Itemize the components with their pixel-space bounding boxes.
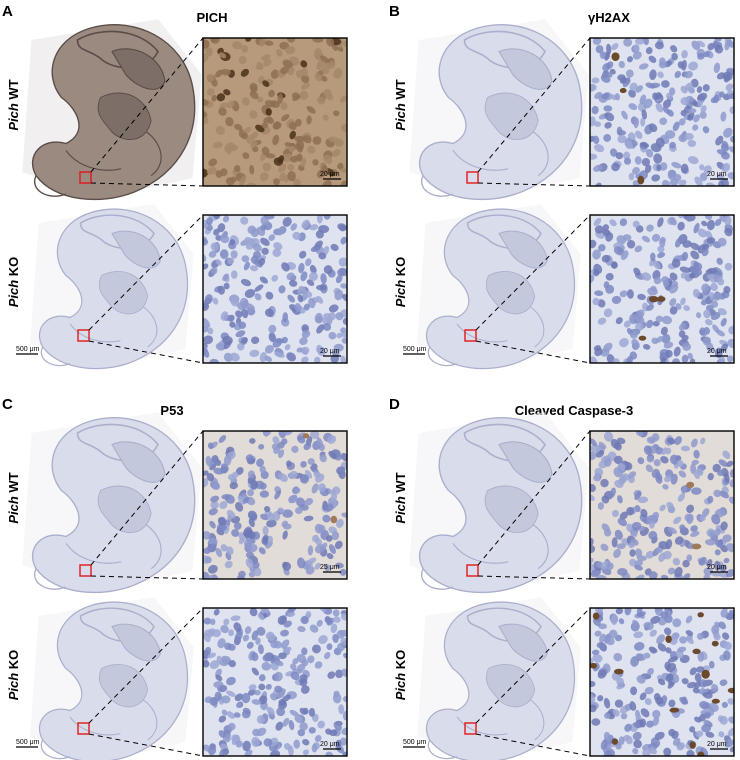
row-label: Pich KO [6, 650, 21, 701]
embryo-section [22, 412, 202, 594]
gene-name: Pich [6, 276, 21, 307]
microscopy-image [590, 215, 734, 363]
genotype: WT [393, 472, 408, 492]
microscopy-image [203, 431, 347, 579]
roi-box [79, 564, 92, 577]
microscopy-image [203, 38, 347, 186]
row-wt: Pich WT 20 μm [6, 19, 348, 201]
panel-title: γH2AX [588, 10, 630, 25]
zoom-connector [90, 37, 204, 173]
genotype: WT [6, 79, 21, 99]
embryo-section [22, 19, 202, 201]
scale-label: 20 μm [707, 348, 727, 355]
zoom-connector [477, 37, 591, 173]
zoom-connector [477, 430, 591, 566]
embryo-section [417, 597, 581, 760]
zoom-connector [88, 340, 204, 364]
embryo-scale-label: 500 μm [403, 346, 427, 353]
scale-label: 20 μm [320, 171, 340, 178]
panel-c: C P53 Pich WT 25 μm Pich KO 20 μm 500 μm [2, 396, 348, 760]
scale-label: 20 μm [707, 741, 727, 748]
gene-name: Pich [393, 100, 408, 131]
row-wt: Pich WT 20 μm [393, 412, 735, 594]
scale-label: 20 μm [320, 348, 340, 355]
roi-box [464, 329, 477, 342]
zoom-connector [88, 733, 204, 757]
scale-label: 20 μm [320, 741, 340, 748]
microscopy-image [590, 38, 734, 186]
panel-letter: B [389, 3, 400, 20]
embryo-scale-label: 500 μm [403, 739, 427, 746]
panel-letter: A [2, 3, 13, 20]
embryo-section [30, 597, 194, 760]
panel-letter: D [389, 396, 400, 413]
gene-name: Pich [6, 669, 21, 700]
genotype: WT [393, 79, 408, 99]
roi-box [77, 329, 90, 342]
genotype: KO [393, 257, 408, 277]
row-label: Pich WT [6, 472, 21, 523]
gene-name: Pich [6, 100, 21, 131]
genotype: KO [6, 257, 21, 277]
microscopy-image [590, 431, 734, 579]
embryo-scale-label: 500 μm [16, 346, 40, 353]
microscopy-image [203, 608, 347, 756]
row-label: Pich WT [393, 79, 408, 130]
scale-label: 20 μm [707, 171, 727, 178]
row-label: Pich KO [393, 650, 408, 701]
genotype: WT [6, 472, 21, 492]
roi-box [466, 171, 479, 184]
roi-box [464, 722, 477, 735]
row-wt: Pich WT 25 μm [6, 412, 348, 594]
zoom-connector [477, 575, 591, 580]
gene-name: Pich [393, 669, 408, 700]
gene-name: Pich [6, 493, 21, 524]
genotype: KO [6, 650, 21, 670]
roi-box [466, 564, 479, 577]
embryo-scale-label: 500 μm [16, 739, 40, 746]
microscopy-image [590, 608, 734, 756]
roi-box [79, 171, 92, 184]
row-ko: Pich KO 20 μm 500 μm [393, 204, 735, 370]
panel-a: A PICH Pich WT 20 μm Pich KO 20 μm 500 μm [2, 3, 348, 370]
scale-label: 25 μm [320, 564, 340, 571]
panel-title: P53 [160, 403, 183, 418]
zoom-connector [477, 182, 591, 187]
row-label: Pich WT [6, 79, 21, 130]
scale-label: 20 μm [707, 564, 727, 571]
zoom-connector [475, 340, 591, 364]
gene-name: Pich [393, 276, 408, 307]
embryo-section [409, 19, 589, 201]
embryo-section [417, 204, 581, 370]
roi-box [77, 722, 90, 735]
row-wt: Pich WT 20 μm [393, 19, 735, 201]
row-label: Pich KO [393, 257, 408, 308]
zoom-connector [90, 430, 204, 566]
zoom-connector [90, 575, 204, 580]
panel-title: PICH [196, 10, 227, 25]
row-ko: Pich KO 20 μm 500 μm [6, 204, 348, 370]
microscopy-image [203, 215, 347, 363]
embryo-section [30, 204, 194, 370]
row-label: Pich WT [393, 472, 408, 523]
row-ko: Pich KO 20 μm 500 μm [6, 597, 348, 760]
gene-name: Pich [393, 493, 408, 524]
genotype: KO [393, 650, 408, 670]
row-ko: Pich KO 20 μm 500 μm [393, 597, 735, 760]
row-label: Pich KO [6, 257, 21, 308]
zoom-connector [90, 182, 204, 187]
zoom-connector [475, 733, 591, 757]
embryo-section [409, 412, 589, 594]
panel-letter: C [2, 396, 13, 413]
